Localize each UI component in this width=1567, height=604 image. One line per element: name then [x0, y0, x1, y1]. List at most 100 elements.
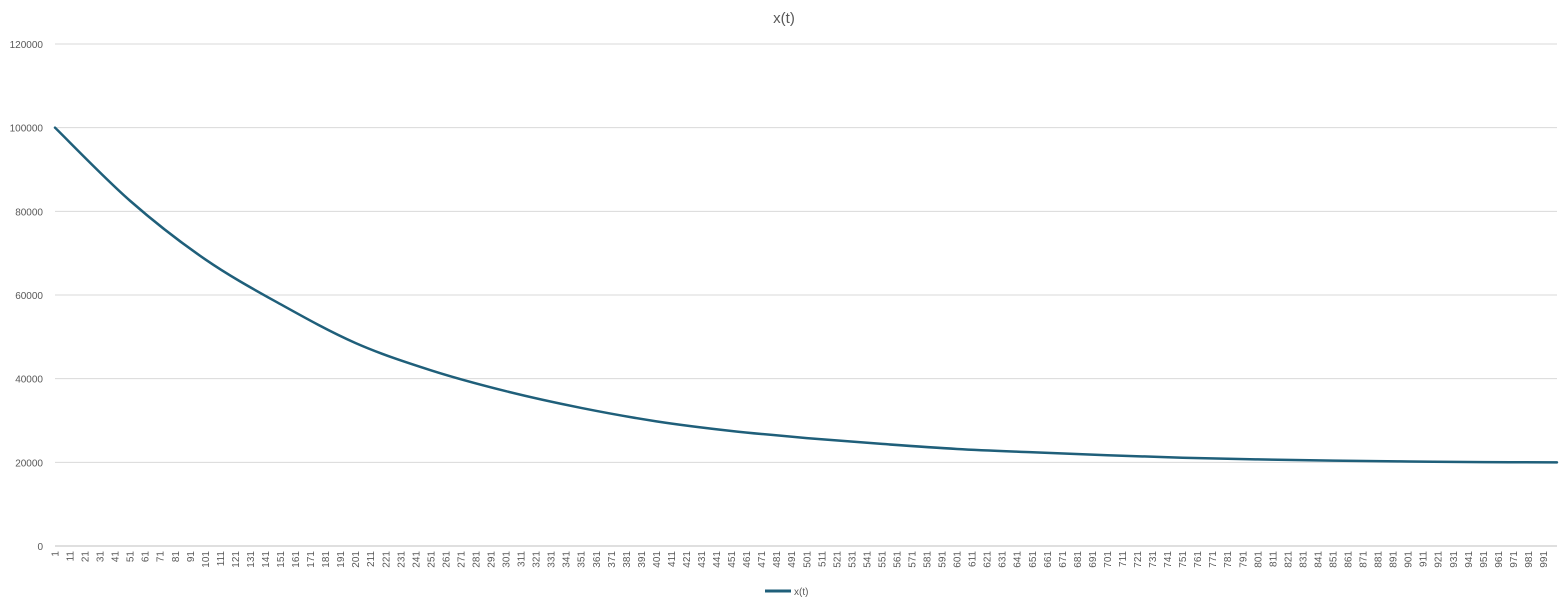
x-tick-label: 371	[607, 551, 618, 568]
x-tick-label: 321	[532, 551, 543, 568]
x-tick-label: 411	[667, 551, 678, 567]
x-tick-label: 461	[742, 551, 753, 568]
x-tick-label: 871	[1359, 551, 1370, 568]
x-tick-label: 331	[547, 551, 558, 568]
x-tick-label: 201	[351, 551, 362, 568]
x-tick-label: 801	[1253, 551, 1264, 568]
y-tick-label: 120000	[10, 40, 44, 51]
x-tick-label: 311	[517, 551, 528, 567]
y-tick-label: 20000	[15, 458, 43, 469]
x-tick-label: 581	[923, 551, 934, 568]
legend: x(t)	[765, 587, 808, 598]
x-tick-label: 171	[306, 551, 317, 568]
x-tick-label: 841	[1313, 551, 1324, 568]
x-tick-label: 291	[487, 551, 498, 568]
x-tick-label: 471	[757, 551, 768, 568]
x-tick-label: 541	[862, 551, 873, 568]
x-tick-label: 31	[96, 551, 107, 563]
x-tick-label: 91	[186, 551, 197, 563]
series-layer	[53, 126, 1559, 464]
x-tick-label: 591	[938, 551, 949, 568]
x-tick-label: 41	[111, 551, 122, 563]
x-tick-label: 111	[216, 551, 227, 567]
x-tick-label: 781	[1223, 551, 1234, 568]
x-tick-label: 451	[727, 551, 738, 568]
x-tick-label: 811	[1268, 551, 1279, 567]
x-tick-label: 21	[81, 551, 92, 563]
x-tick-label: 931	[1449, 551, 1460, 568]
x-tick-label: 141	[261, 551, 272, 568]
x-tick-label: 681	[1073, 551, 1084, 568]
x-tick-label: 231	[396, 551, 407, 568]
x-tick-label: 421	[682, 551, 693, 568]
x-tick-label: 261	[441, 551, 452, 568]
x-tick-label: 351	[577, 551, 588, 568]
x-tick-label: 481	[772, 551, 783, 568]
x-tick-label: 941	[1464, 551, 1475, 568]
x-tick-label: 661	[1043, 551, 1054, 568]
x-tick-label: 571	[907, 551, 918, 568]
x-tick-label: 861	[1344, 551, 1355, 568]
x-tick-label: 181	[321, 551, 332, 568]
x-tick-label: 251	[426, 551, 437, 568]
x-tick-label: 221	[381, 551, 392, 568]
x-axis-tick-labels: 1 11 21 31 41 51 61 71 81 91 101 111 121 131 141 151 161…	[51, 551, 1550, 568]
x-tick-label: 1	[51, 551, 62, 557]
x-tick-label: 911	[1419, 551, 1430, 567]
x-tick-label: 501	[802, 551, 813, 568]
x-tick-label: 691	[1088, 551, 1099, 568]
x-tick-label: 671	[1058, 551, 1069, 568]
x-tick-label: 151	[276, 551, 287, 568]
x-tick-label: 921	[1434, 551, 1445, 568]
x-tick-label: 271	[456, 551, 467, 568]
x-tick-label: 531	[847, 551, 858, 568]
x-tick-label: 761	[1193, 551, 1204, 568]
x-tick-label: 721	[1133, 551, 1144, 568]
x-tick-label: 641	[1013, 551, 1024, 568]
x-tick-label: 341	[562, 551, 573, 568]
x-tick-label: 401	[652, 551, 663, 568]
x-tick-label: 711	[1118, 551, 1129, 567]
legend-label-x-t: x(t)	[794, 587, 808, 598]
x-tick-label: 431	[697, 551, 708, 568]
series-line-0	[53, 126, 1559, 464]
x-tick-label: 161	[291, 551, 302, 568]
x-tick-label: 11	[66, 551, 77, 562]
x-tick-label: 121	[231, 551, 242, 568]
x-tick-label: 741	[1163, 551, 1174, 568]
x-tick-label: 701	[1103, 551, 1114, 568]
y-tick-label: 60000	[15, 291, 43, 302]
x-tick-label: 731	[1148, 551, 1159, 568]
x-tick-label: 441	[712, 551, 723, 568]
x-tick-label: 281	[471, 551, 482, 568]
x-tick-label: 821	[1283, 551, 1294, 568]
gridlines	[55, 43, 1557, 547]
x-tick-label: 241	[411, 551, 422, 568]
x-tick-label: 51	[126, 551, 137, 563]
x-tick-label: 751	[1178, 551, 1189, 568]
x-tick-label: 971	[1509, 551, 1520, 568]
y-tick-label: 0	[37, 542, 43, 553]
x-tick-label: 951	[1479, 551, 1490, 568]
x-tick-label: 611	[968, 551, 979, 567]
y-axis-tick-labels: 0 20000 40000 60000 80000 100000 120000	[10, 40, 44, 553]
x-tick-label: 631	[998, 551, 1009, 568]
x-tick-label: 901	[1404, 551, 1415, 568]
x-tick-label: 71	[156, 551, 167, 563]
y-tick-label: 100000	[10, 124, 44, 135]
x-tick-label: 211	[366, 551, 377, 567]
x-tick-label: 651	[1028, 551, 1039, 568]
y-tick-label: 80000	[15, 207, 43, 218]
x-tick-label: 491	[787, 551, 798, 568]
x-tick-label: 391	[637, 551, 648, 568]
x-tick-label: 771	[1208, 551, 1219, 568]
x-tick-label: 511	[817, 551, 828, 567]
x-tick-label: 521	[832, 551, 843, 568]
x-tick-label: 81	[171, 551, 182, 563]
y-tick-label: 40000	[15, 375, 43, 386]
x-tick-label: 551	[877, 551, 888, 568]
chart-title: x(t)	[773, 10, 795, 27]
x-tick-label: 891	[1389, 551, 1400, 568]
x-tick-label: 881	[1374, 551, 1385, 568]
